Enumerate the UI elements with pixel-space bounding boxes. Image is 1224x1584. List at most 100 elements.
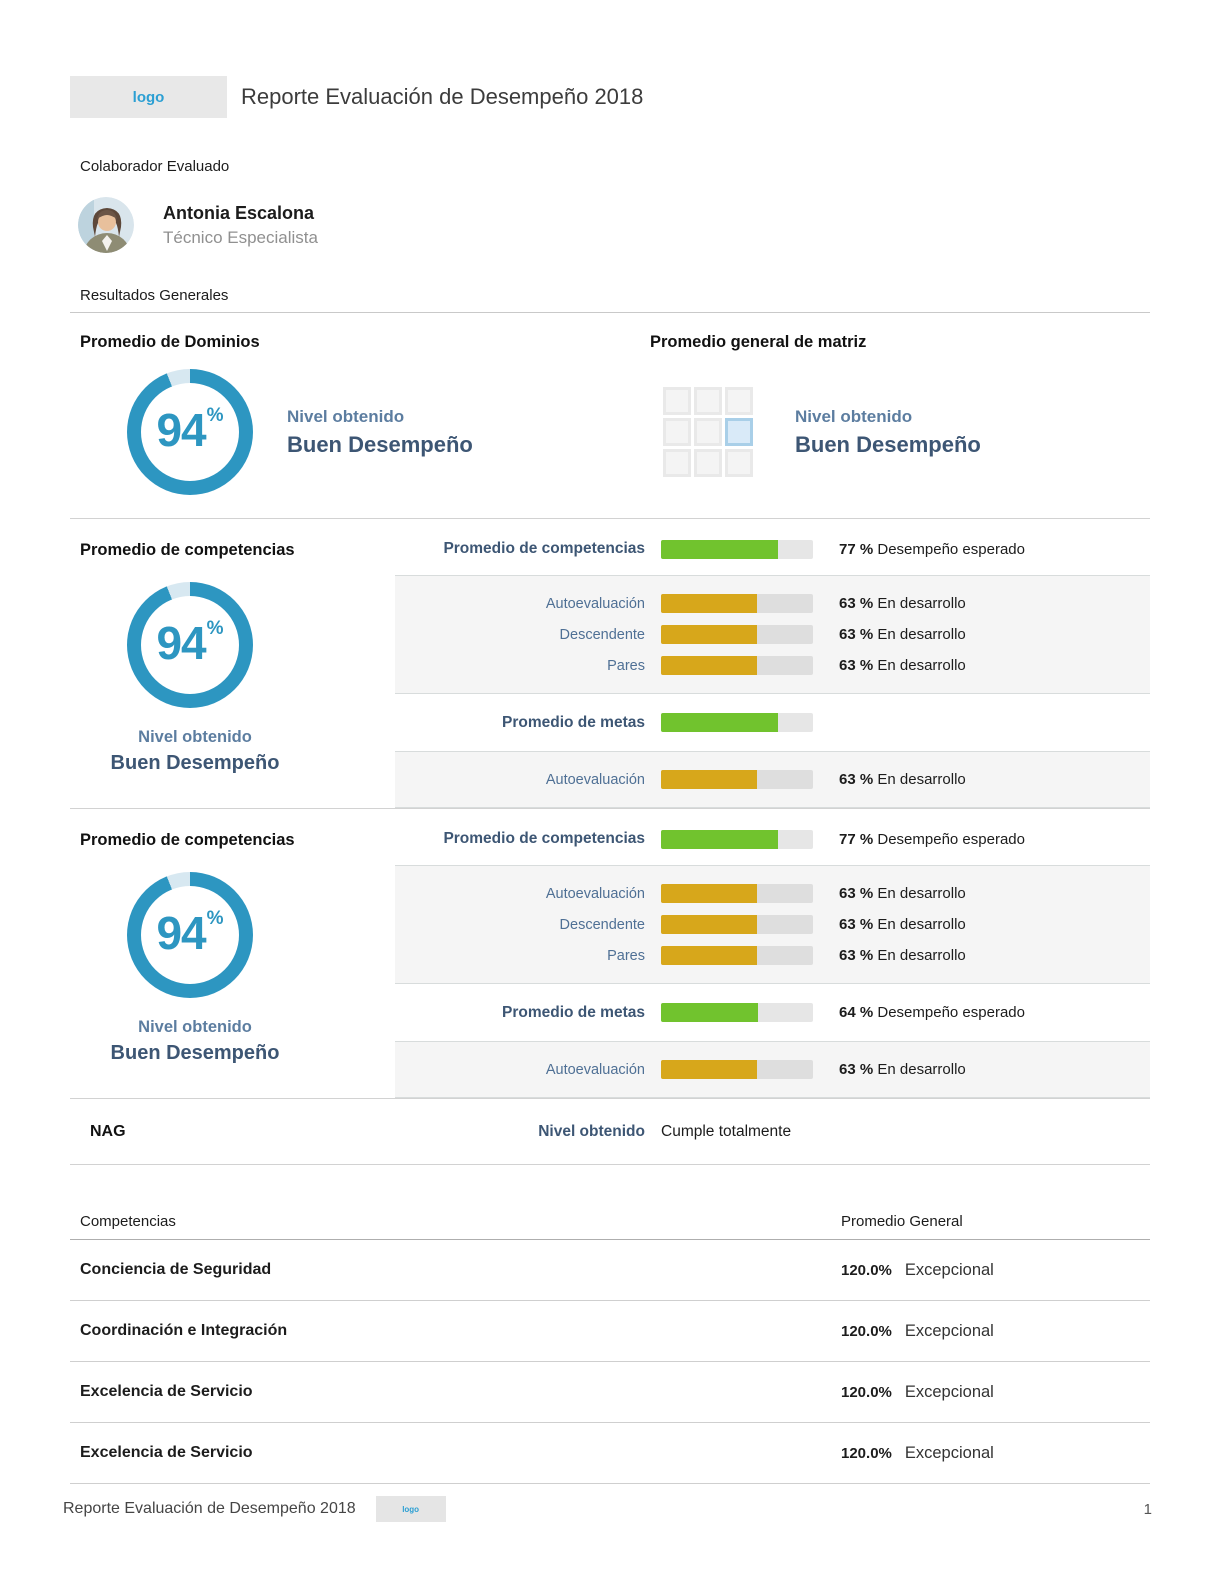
bar-fill <box>661 713 779 732</box>
level-value: Buen Desempeño <box>110 752 280 774</box>
competency-percent: 120.0% <box>841 1261 892 1279</box>
value-percent: 77 % <box>839 830 874 848</box>
section-bars: Promedio de competencias 77 % Desempeño … <box>395 519 1150 808</box>
bar-row-value: 63 % En desarrollo <box>823 916 1150 933</box>
value-percent: 63 % <box>839 1061 874 1078</box>
competency-value: 120.0% Excepcional <box>841 1261 1150 1280</box>
domains-heading: Promedio de Dominios <box>80 333 260 351</box>
avatar-photo-icon <box>78 197 134 253</box>
percent-sign: % <box>206 618 224 639</box>
matrix-heading: Promedio general de matriz <box>650 333 867 351</box>
level-value: Buen Desempeño <box>110 1042 280 1064</box>
section-score: 94 <box>156 907 206 959</box>
bar-row-label: Autoevaluación <box>545 771 645 788</box>
page-title: Reporte Evaluación de Desempeño 2018 <box>241 84 644 109</box>
donut-center: 94 % <box>141 383 239 481</box>
section-heading: Promedio de competencias <box>80 831 295 849</box>
footer-title: Reporte Evaluación de Desempeño 2018 <box>63 1500 356 1517</box>
value-note: En desarrollo <box>877 771 966 788</box>
competency-name: Excelencia de Servicio <box>80 1444 253 1461</box>
matrix-cell <box>694 418 722 446</box>
bar-row-label: Autoevaluación <box>545 885 645 902</box>
section-bars: Promedio de competencias 77 % Desempeño … <box>395 809 1150 1098</box>
nag-label: NAG <box>90 1122 126 1140</box>
domains-panel: Promedio de Dominios 94 % Nivel obtenido… <box>70 333 650 496</box>
competency-level: Excepcional <box>904 1260 994 1279</box>
bar-sub-row: Autoevaluación 63 % En desarrollo <box>395 588 1150 619</box>
score-donut-chart: 94 % <box>127 582 253 708</box>
matrix-cell <box>725 449 753 477</box>
employee-name: Antonia Escalona <box>163 202 315 223</box>
bar-track <box>661 1003 813 1022</box>
bar-row-label: Autoevaluación <box>545 1061 645 1078</box>
results-section-title: Resultados Generales <box>70 287 1150 313</box>
competency-row: Coordinación e Integración 120.0% Excepci… <box>70 1301 1150 1362</box>
value-note: En desarrollo <box>877 916 966 933</box>
bar-row-label: Autoevaluación <box>545 595 645 612</box>
bar-row-label: Promedio de competencias <box>443 830 645 847</box>
competency-value: 120.0% Excepcional <box>841 1322 1150 1341</box>
logo-text: logo <box>132 88 165 106</box>
level-label: Nivel obtenido <box>287 406 405 426</box>
competency-row: Conciencia de Seguridad 120.0% Excepciona… <box>70 1240 1150 1301</box>
domains-donut-chart: 94 % <box>127 369 253 495</box>
bar-fill <box>661 594 757 613</box>
bar-row-value: 77 % Desempeño esperado <box>823 541 1150 558</box>
competency-value: 120.0% Excepcional <box>841 1383 1150 1402</box>
bar-fill <box>661 884 757 903</box>
level-label: Nivel obtenido <box>795 406 913 426</box>
percent-sign: % <box>206 908 224 929</box>
bar-track <box>661 884 813 903</box>
section-score: 94 <box>156 617 206 669</box>
nag-row: NAG Nivel obtenido Cumple totalmente <box>70 1099 1150 1165</box>
performance-section: Promedio de competencias 94 % Nivel obte… <box>70 809 1150 1099</box>
level-label: Nivel obtenido <box>138 728 252 746</box>
bar-fill <box>661 946 757 965</box>
bar-sub-row: Pares 63 % En desarrollo <box>395 650 1150 681</box>
competency-row: Excelencia de Servicio 120.0% Excepcional <box>70 1362 1150 1423</box>
donut-center: 94 % <box>141 596 239 694</box>
domains-score: 94 <box>156 404 206 456</box>
value-note: Desempeño esperado <box>877 540 1025 558</box>
value-note: En desarrollo <box>877 595 966 612</box>
level-value: Buen Desempeño <box>795 431 981 457</box>
competency-percent: 120.0% <box>841 1322 892 1340</box>
value-percent: 77 % <box>839 540 874 558</box>
competency-percent: 120.0% <box>841 1383 892 1401</box>
competency-name: Coordinación e Integración <box>80 1322 288 1339</box>
value-percent: 64 % <box>839 1004 874 1021</box>
bar-track <box>661 539 813 559</box>
company-logo: logo <box>70 76 227 118</box>
competencies-header-right: Promedio General <box>841 1213 963 1230</box>
bar-sub-group: Autoevaluación 63 % En desarrollo Descen… <box>395 575 1150 694</box>
bar-sub-row: Descendente 63 % En desarrollo <box>395 909 1150 940</box>
bar-fill <box>661 656 757 675</box>
bar-row-value: 63 % En desarrollo <box>823 771 1150 788</box>
bar-sub-row: Descendente 63 % En desarrollo <box>395 619 1150 650</box>
value-note: En desarrollo <box>877 657 966 674</box>
competency-name: Excelencia de Servicio <box>80 1383 253 1400</box>
bar-row-label: Promedio de competencias <box>443 540 645 557</box>
bar-sub-row: Autoevaluación 63 % En desarrollo <box>395 1054 1150 1085</box>
matrix-panel: Promedio general de matriz Nivel obtenid… <box>650 333 1150 496</box>
donut-center: 94 % <box>141 886 239 984</box>
bar-fill <box>661 1060 757 1079</box>
bar-row: Promedio de metas <box>395 694 1150 751</box>
bar-row-value: 77 % Desempeño esperado <box>823 831 1150 848</box>
competencies-table: Competencias Promedio General Conciencia… <box>70 1213 1150 1484</box>
bar-fill <box>661 625 757 644</box>
bar-fill <box>661 1003 759 1022</box>
level-label: Nivel obtenido <box>138 1018 252 1036</box>
bar-track <box>661 594 813 613</box>
bar-track <box>661 713 813 732</box>
bar-track <box>661 770 813 789</box>
bar-fill <box>661 770 757 789</box>
bar-fill <box>661 539 779 559</box>
value-percent: 63 % <box>839 626 874 643</box>
section-heading: Promedio de competencias <box>80 541 295 559</box>
bar-sub-group: Autoevaluación 63 % En desarrollo <box>395 751 1150 808</box>
bar-track <box>661 829 813 849</box>
bar-sub-group: Autoevaluación 63 % En desarrollo <box>395 1041 1150 1098</box>
bar-track <box>661 915 813 934</box>
